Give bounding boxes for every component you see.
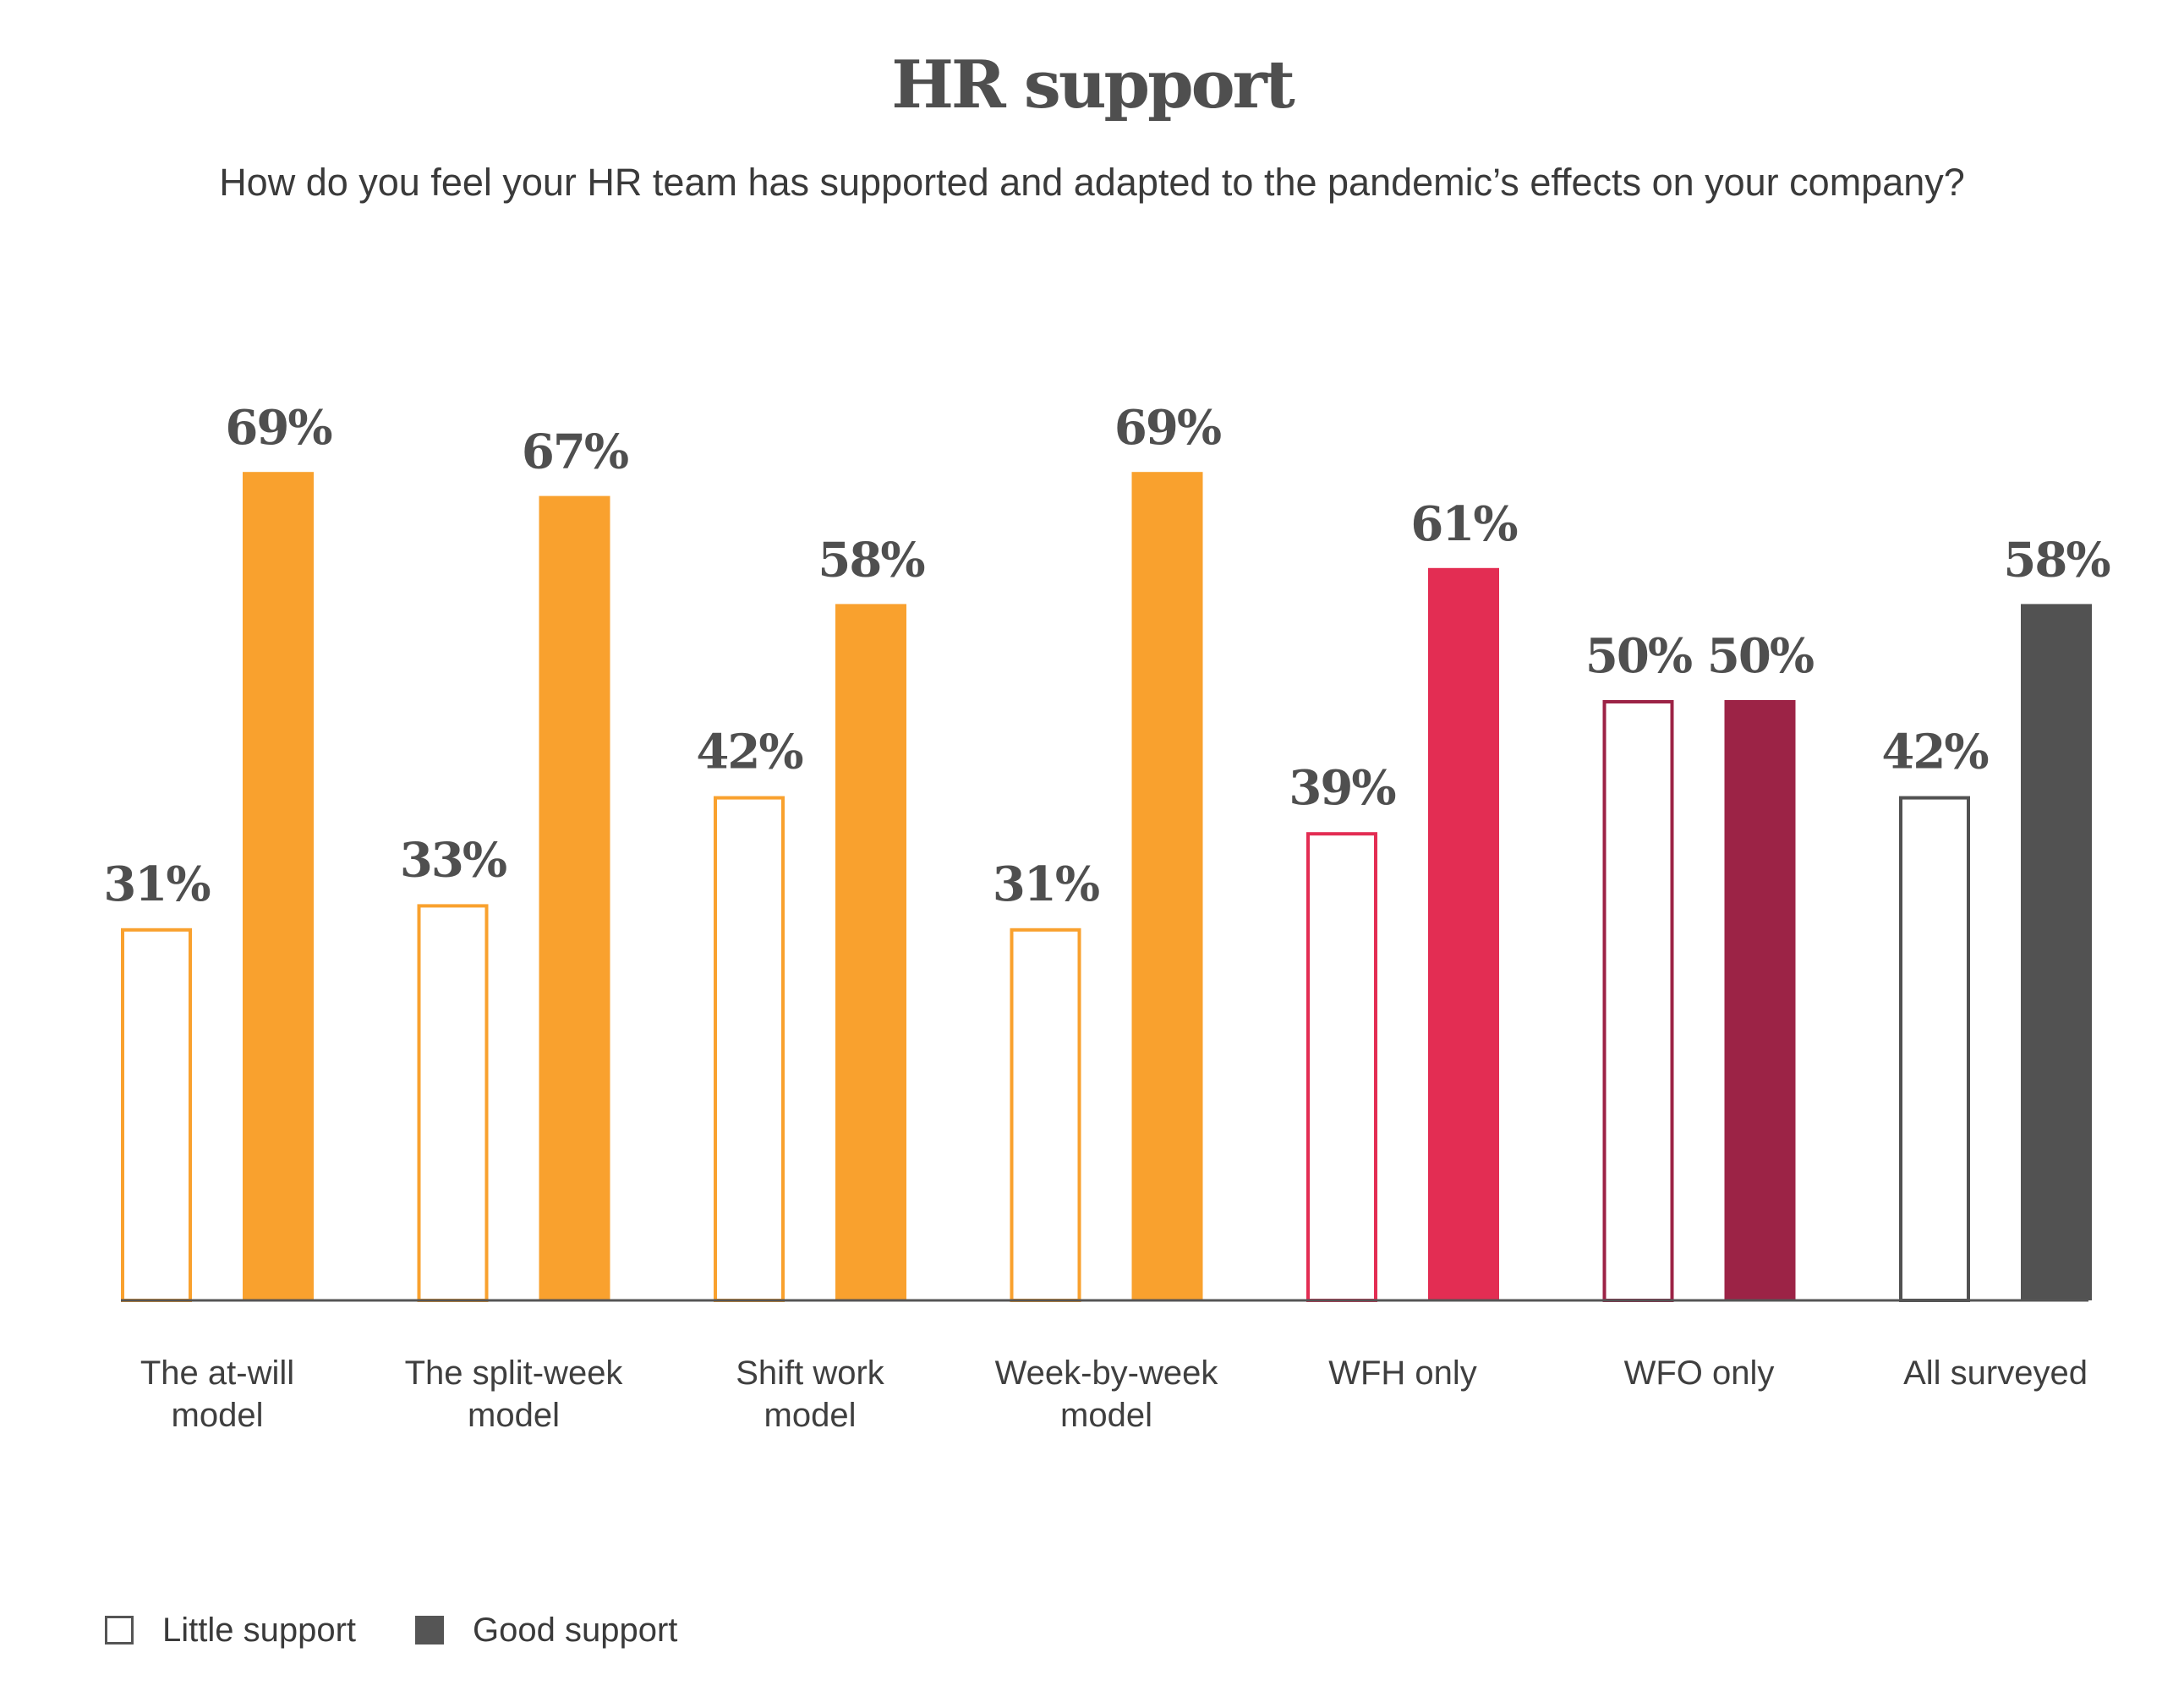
category-label: model xyxy=(172,1397,264,1434)
bar-good-support xyxy=(539,495,610,1300)
category-label: The at-will xyxy=(140,1354,294,1392)
bar-value-label: 42% xyxy=(696,725,802,780)
legend-swatch-outline xyxy=(105,1616,134,1644)
bar-little-support xyxy=(1899,796,1970,1302)
bar-value-label: 50% xyxy=(1585,628,1692,684)
bar-little-support xyxy=(417,904,489,1303)
category-label: Week-by-week xyxy=(995,1354,1219,1392)
bar-value-label: 39% xyxy=(1289,760,1395,816)
chart-subtitle: How do you feel your HR team has support… xyxy=(219,161,1965,204)
bar-good-support xyxy=(1724,700,1796,1300)
chart-title: HR support xyxy=(891,47,1295,123)
bar-value-label: 31% xyxy=(103,856,210,912)
category-label: model xyxy=(1060,1397,1152,1434)
bar-little-support xyxy=(1602,700,1674,1302)
bar-good-support xyxy=(1131,472,1203,1300)
category-label: model xyxy=(764,1397,857,1434)
bar-good-support xyxy=(243,472,314,1300)
bar-good-support xyxy=(835,604,906,1300)
legend-item-little-support: Little support xyxy=(105,1612,356,1650)
legend: Little support Good support xyxy=(105,1605,736,1655)
bar-value-label: 33% xyxy=(400,832,506,888)
legend-label-good-support: Good support xyxy=(473,1611,678,1649)
bar-plot: 31% 69% The at-will model 33% 67% The split-we… xyxy=(103,400,2111,1434)
legend-item-good-support: Good support xyxy=(415,1612,677,1650)
bar-little-support xyxy=(714,796,785,1302)
bar-value-label: 67% xyxy=(522,424,628,480)
category-label: All surveyed xyxy=(1903,1354,2088,1392)
category-label: WFH only xyxy=(1328,1354,1477,1392)
legend-label-little-support: Little support xyxy=(162,1611,357,1649)
bar-little-support xyxy=(1306,832,1377,1302)
bar-good-support xyxy=(2021,604,2092,1300)
category-label: The split-week xyxy=(405,1354,624,1392)
bar-value-label: 69% xyxy=(225,400,331,456)
bar-value-label: 42% xyxy=(1881,725,1988,780)
bar-little-support xyxy=(1010,928,1081,1303)
bar-value-label: 69% xyxy=(1114,400,1221,456)
bar-good-support xyxy=(1428,567,1499,1300)
category-label: model xyxy=(468,1397,560,1434)
bar-value-label: 50% xyxy=(1707,628,1814,684)
bar-value-label: 58% xyxy=(2003,532,2110,588)
category-label: WFO only xyxy=(1624,1354,1775,1392)
bar-value-label: 31% xyxy=(993,856,1099,912)
bar-value-label: 61% xyxy=(1410,496,1517,552)
legend-swatch-filled xyxy=(415,1616,445,1644)
category-label: Shift work xyxy=(736,1354,885,1392)
bar-value-label: 58% xyxy=(818,532,924,588)
bar-little-support xyxy=(121,928,192,1303)
